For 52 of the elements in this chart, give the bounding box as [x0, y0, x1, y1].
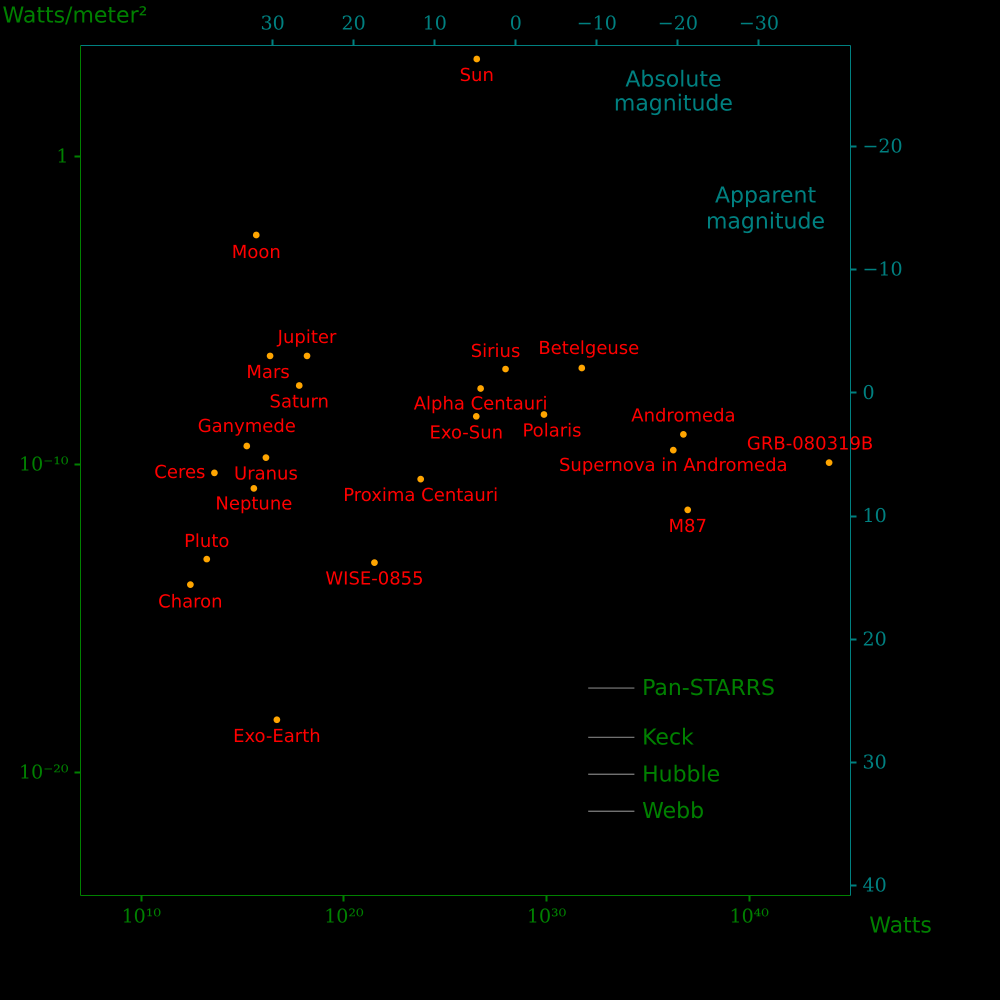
y2-tick-label: −10 [862, 258, 903, 281]
x2-tick-label: −20 [658, 12, 698, 34]
annotation: Ceres [154, 462, 206, 483]
annotation: WISE-0855 [325, 568, 424, 590]
x-axis-title: Watts [869, 914, 932, 938]
annotation: Sirius [470, 341, 520, 362]
ref-line-label: Keck [642, 725, 694, 750]
annotation: GRB-080319B [746, 434, 874, 455]
x2-tick-label: 30 [260, 12, 285, 34]
y2-tick-label: 0 [862, 382, 875, 404]
annotation: Exo-Earth [233, 726, 321, 747]
annotation: Exo-Sun [429, 422, 504, 444]
annotation: Polaris [522, 420, 582, 442]
x2-tick-label: −10 [576, 12, 617, 34]
y2-tick-label: 40 [862, 874, 887, 897]
annotation: Alpha Centauri [414, 394, 548, 415]
annotation: Saturn [270, 392, 329, 413]
y-tick-label: 10⁻¹⁰ [19, 453, 69, 476]
y2-tick-label: 10 [862, 505, 887, 528]
y-tick-label: 1 [56, 145, 68, 168]
annotation: Neptune [215, 493, 292, 514]
ref-line-label: Pan-STARRS [642, 676, 776, 702]
annotation: Supernova in Andromeda [558, 455, 788, 476]
annotation: Betelgeuse [538, 338, 640, 359]
ref-line-label: Hubble [642, 762, 720, 788]
x-tick-label: 10⁴⁰ [729, 906, 770, 928]
x2-axis-title: Absolute magnitude [614, 68, 733, 116]
annotation: Pluto [184, 531, 230, 552]
annotation: Charon [158, 592, 223, 613]
ref-line-label: Webb [642, 799, 704, 824]
y-axis-title: Watts/meter² [2, 4, 148, 28]
x2-tick-label: 20 [342, 12, 366, 34]
y2-tick-label: 30 [862, 751, 887, 774]
x-tick-label: 10²⁰ [324, 906, 364, 928]
annotation: Uranus [234, 464, 298, 485]
y2-tick-label: 20 [862, 628, 887, 650]
x-tick-label: 10¹⁰ [122, 906, 162, 928]
y2-axis-title: Apparent magnitude [706, 184, 826, 234]
y2-tick-label: −20 [862, 136, 903, 158]
annotation: Sun [460, 65, 494, 86]
annotation: M87 [668, 516, 707, 537]
x2-tick-label: −30 [738, 12, 779, 34]
annotation: Moon [232, 242, 281, 264]
annotation: Jupiter [276, 326, 337, 348]
x2-tick-label: 0 [510, 12, 522, 34]
y-tick-label: 10⁻²⁰ [19, 761, 69, 784]
x2-tick-label: 10 [422, 12, 447, 34]
annotation: Proxima Centauri [343, 485, 498, 506]
annotation: Mars [246, 362, 290, 383]
annotation: Andromeda [631, 405, 736, 426]
annotation: Ganymede [198, 416, 296, 438]
x-tick-label: 10³⁰ [526, 906, 567, 928]
